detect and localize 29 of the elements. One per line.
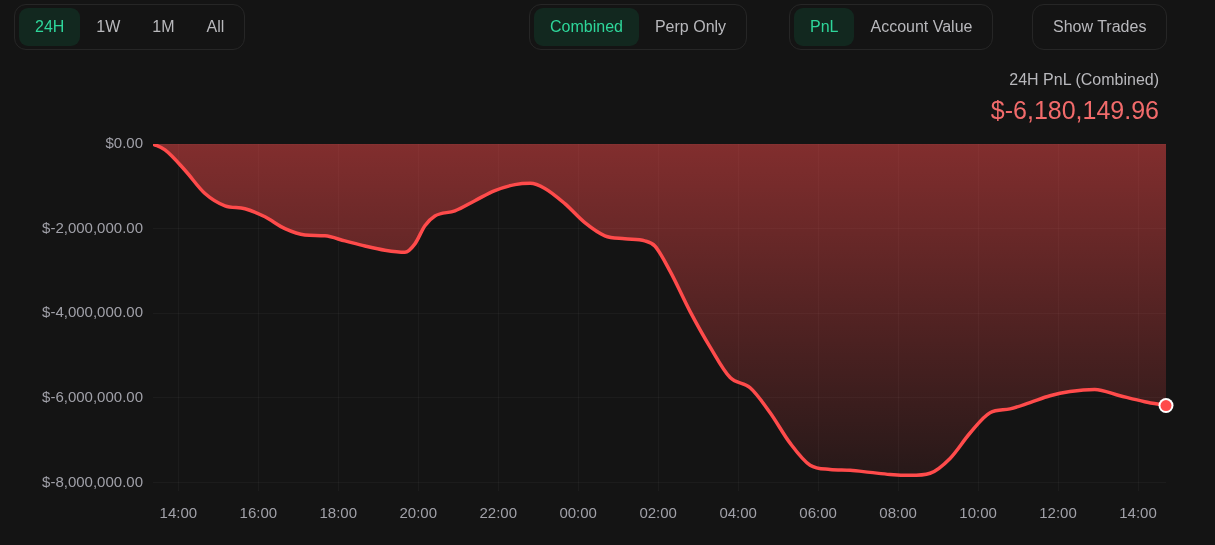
text: Account Value	[869, 17, 974, 37]
x-tick-label: 14:00	[1119, 504, 1157, 522]
y-tick-label: $0.00	[105, 134, 143, 152]
x-tick-label: 04:00	[719, 504, 757, 522]
text: 1M	[151, 17, 176, 37]
x-tick-label: 00:00	[559, 504, 597, 522]
y-tick-label: $-8,000,000.00	[42, 472, 143, 490]
y-tick-label: $-6,000,000.00	[42, 388, 143, 406]
x-tick-label: 22:00	[479, 504, 517, 522]
text: PnL	[794, 8, 855, 46]
x-tick-label: 18:00	[319, 504, 358, 522]
text: 1W	[95, 17, 122, 37]
chart-subtitle: 24H PnL (Combined)	[1009, 71, 1159, 89]
x-tick-label: 12:00	[1039, 504, 1077, 522]
y-tick-label: $-2,000,000.00	[42, 218, 143, 236]
text: 24H	[19, 8, 81, 46]
text: Combined	[534, 8, 639, 46]
x-tick-label: 20:00	[399, 504, 438, 522]
x-tick-label: 08:00	[879, 504, 917, 522]
text: Show Trades	[1052, 17, 1148, 37]
y-tick-label: $-4,000,000.00	[42, 303, 143, 321]
text: $-6,180,149.96	[990, 96, 1159, 125]
x-tick-label: 06:00	[799, 504, 837, 522]
x-tick-label: 16:00	[239, 504, 278, 522]
x-tick-label: 14:00	[159, 504, 198, 522]
x-tick-label: 10:00	[959, 504, 997, 522]
text: Perp Only	[653, 17, 728, 37]
x-tick-label: 02:00	[639, 504, 677, 522]
text: All	[205, 17, 226, 37]
